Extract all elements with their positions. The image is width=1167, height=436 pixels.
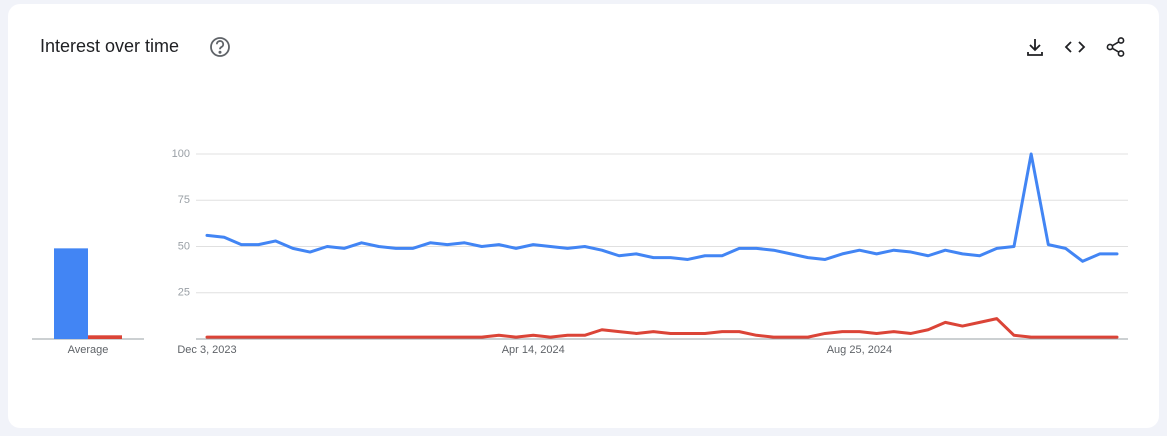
x-tick-label: Dec 3, 2023: [177, 344, 236, 356]
help-icon[interactable]: [210, 37, 230, 57]
series-line: [205, 317, 1119, 339]
share-icon[interactable]: [1106, 37, 1125, 57]
series-line: [205, 152, 1119, 263]
card: [8, 4, 1159, 428]
y-tick-label: 100: [172, 148, 190, 160]
average-bar: [54, 248, 88, 339]
y-tick-label: 25: [178, 287, 190, 299]
x-tick-label: Apr 14, 2024: [502, 344, 565, 356]
embed-icon[interactable]: [1064, 41, 1086, 53]
y-tick-label: 50: [178, 240, 190, 252]
average-label: Average: [68, 344, 109, 356]
average-bar: [88, 335, 122, 339]
x-tick-label: Aug 25, 2024: [827, 344, 892, 356]
download-icon[interactable]: [1027, 39, 1043, 56]
y-tick-label: 75: [178, 194, 190, 206]
chart-title: Interest over time: [40, 36, 179, 56]
